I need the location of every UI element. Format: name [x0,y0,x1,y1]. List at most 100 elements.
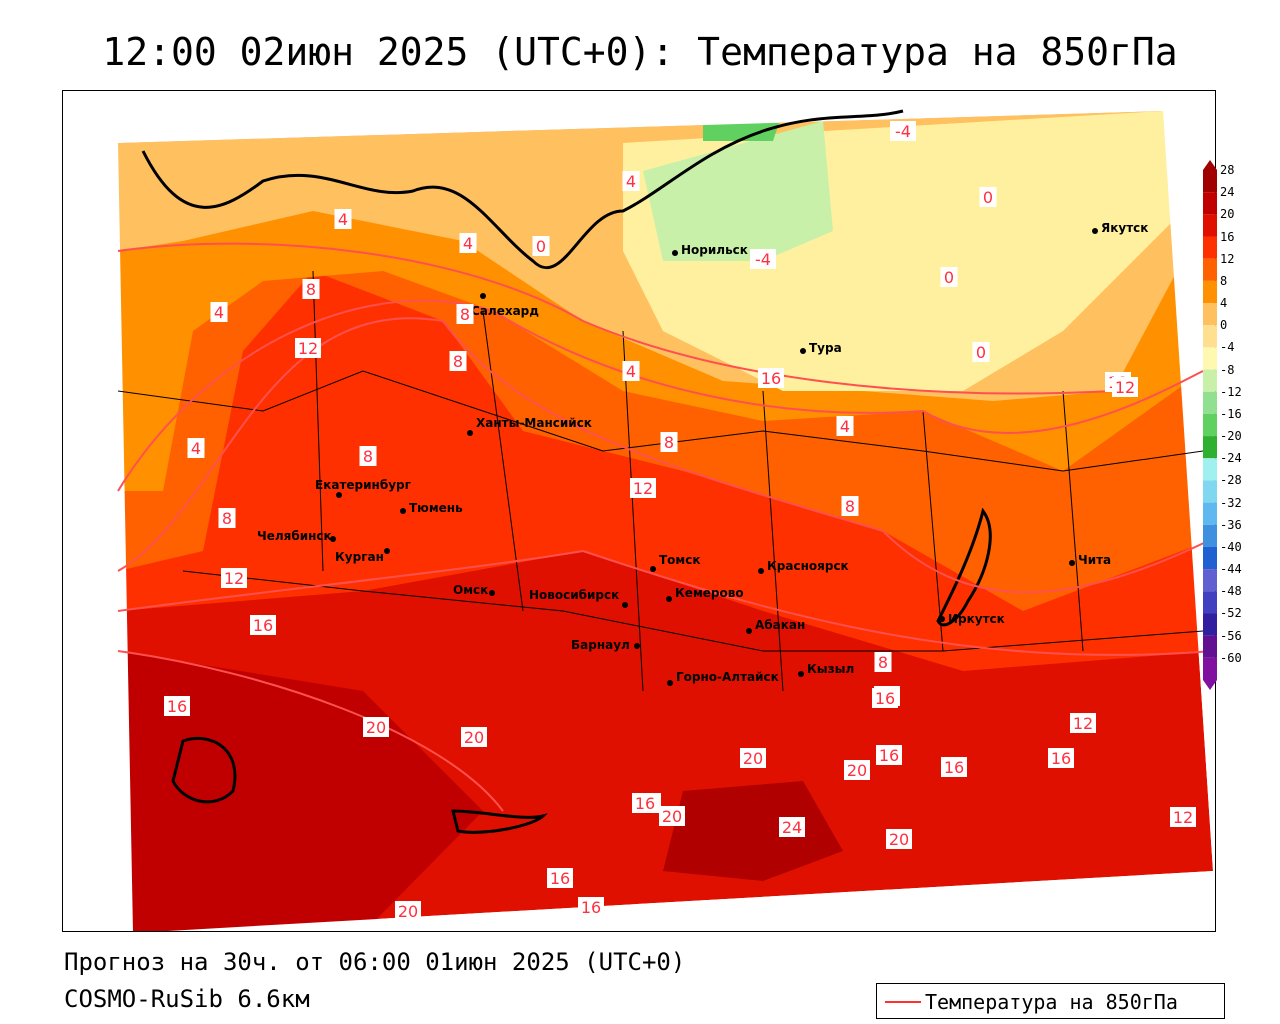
isotherm-label: 20 [740,748,766,768]
isotherm-label-text: 20 [464,728,484,747]
outside-domain-right [1163,91,1215,902]
isotherm-label-text: 16 [581,898,601,917]
colorbar-swatch [1203,436,1217,459]
city-label: Абакан [755,618,805,632]
city-dot [400,508,406,514]
city-label: Тюмень [409,501,463,515]
isotherm-label: 12 [1112,377,1138,397]
isotherm-label-text: 4 [840,417,850,436]
temperature-map: Норильск Якутск Салехард Тура Ханты-Манс… [63,91,1215,931]
isotherm-label-bg [456,304,474,324]
city-label: Салехард [471,304,539,318]
colorbar-swatch [1203,569,1217,592]
colorbar-swatch [1203,524,1217,547]
isotherm-label-bg [1112,377,1138,397]
isotherm-label: 16 [758,368,784,388]
city-dot [467,430,473,436]
colorbar-tick-label: -56 [1220,628,1242,643]
isotherm-label-bg [758,368,784,388]
colorbar-swatch [1203,170,1217,193]
city-label: Кызыл [807,662,854,676]
isotherm-label-bg [578,897,604,917]
isotherm-label-bg [874,652,892,672]
city-kurgan: Курган [335,548,390,564]
city-label: Тура [809,341,842,355]
isotherm-label: 8 [456,304,474,324]
city-label: Новосибирск [529,588,619,602]
isotherm-label-text: 8 [664,433,674,452]
city-gorno-altaysk: Горно-Алтайск [667,670,779,686]
city-dot [1092,228,1098,234]
isotherm-label-bg [622,361,640,381]
city-label: Якутск [1101,221,1148,235]
city-barnaul: Барнаул [571,638,640,652]
isotherm-label-text: 4 [626,172,636,191]
field-24b [663,781,843,881]
city-label: Ханты-Мансийск [476,416,592,430]
isotherm-label-text: 12 [298,339,318,358]
isotherm-label: 12 [1170,807,1196,827]
colorbar-swatch [1203,369,1217,392]
isotherm-label-text: 8 [222,509,232,528]
isotherm-label-text: 12 [224,569,244,588]
isotherm-label-text: 4 [463,234,473,253]
colorbar-swatch [1203,413,1217,437]
forecast-info: Прогноз на 30ч. от 06:00 01июн 2025 (UTC… [64,948,686,976]
city-label: Горно-Алтайск [676,670,779,684]
city-salekhard: Салехард [471,293,539,318]
isotherm-label-bg [363,717,389,737]
isotherm-label: 4 [836,416,854,436]
isotherm-label: -4 [890,121,916,141]
colorbar-tick-label: 24 [1220,185,1235,200]
isotherm-label-bg [740,748,766,768]
isotherm-label: 12 [1070,713,1096,733]
colorbar-tick-label: -52 [1220,606,1242,621]
city-chita: Чита [1069,553,1111,567]
city-dot [666,596,672,602]
isotherm-label: 8 [218,508,236,528]
isotherm-label: 16 [578,897,604,917]
colorbar-tick-label: -20 [1220,429,1242,444]
isotherm-label: 12 [295,338,321,358]
isotherm-label: 20 [461,727,487,747]
model-name: COSMO-RuSib 6.6км [64,985,310,1013]
isotherm-label-text: 24 [782,818,802,837]
isotherm-label-bg [302,279,320,299]
colorbar-tick-label: -60 [1220,650,1242,665]
city-abakan: Абакан [746,618,805,634]
city-dot [330,536,336,542]
isotherm-label: 8 [660,432,678,452]
colorbar-tick-label: 0 [1220,318,1228,333]
colorbar-arrow-top [1203,160,1217,170]
city-dot [336,492,342,498]
city-dot [939,616,945,622]
isotherm-label-text: 8 [306,280,316,299]
legend-line-swatch [885,1001,921,1003]
city-dot [1069,560,1075,566]
isotherm-label-bg [359,446,377,466]
isotherm-label-bg [659,806,685,826]
colorbar-tick-label: -40 [1220,539,1242,554]
isotherm-label-text: 12 [1173,808,1193,827]
isotherm-label-bg [872,688,898,708]
colorbar-swatch [1203,546,1217,570]
isotherm-label-bg [841,496,859,516]
isotherm-label: 4 [187,438,205,458]
isotherm-label-bg [660,432,678,452]
colorbar-swatch [1203,303,1217,326]
isotherm-label-bg [449,351,467,371]
colorbar-tick-label: -12 [1220,384,1242,399]
city-dot [798,671,804,677]
colorbar-tick-label: -24 [1220,451,1242,466]
isotherm-label-bg [459,233,477,253]
region-borders [117,270,1204,692]
colorbar-tick-label: -16 [1220,406,1242,421]
isotherm-label-text: 20 [662,807,682,826]
isotherm-label: 16 [250,615,276,635]
isotherm-label: 12 [630,478,656,498]
isotherm-label-text: 20 [743,749,763,768]
isotherm-label: 4 [334,209,352,229]
colorbar-swatch [1203,347,1217,370]
colorbar-swatch [1203,325,1217,348]
isotherm-label-text: 16 [167,697,187,716]
